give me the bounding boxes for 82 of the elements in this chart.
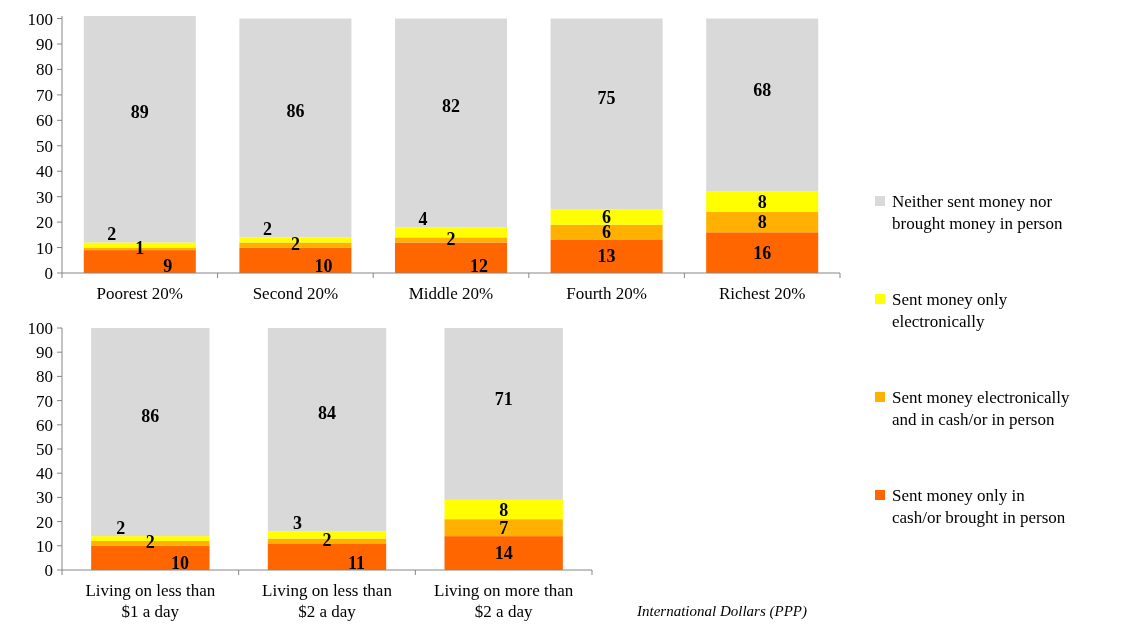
bar [239,18,352,238]
data-label: 10 [170,553,189,573]
bar [444,536,563,570]
bar [550,18,663,210]
data-label: 9 [163,256,173,276]
data-label: 11 [348,553,366,573]
y-tick-label: 80 [36,60,53,80]
data-label: 7 [499,517,509,538]
data-label: 2 [290,234,300,255]
bar [83,16,196,243]
bar [706,232,819,273]
y-tick-label: 60 [36,415,53,435]
y-tick-label: 20 [36,213,53,233]
legend-label: Sent money only in cash/or brought in person [892,486,1066,527]
y-tick-label: 10 [36,536,53,556]
y-tick-label: 60 [36,111,53,131]
y-tick-label: 50 [36,136,53,156]
y-tick-label: 80 [36,367,53,387]
y-tick-label: 70 [36,85,53,105]
data-label: 8 [757,191,767,212]
data-label: 86 [286,101,305,122]
bar [267,328,387,532]
y-tick-label: 40 [36,162,53,182]
data-label: 84 [318,403,336,424]
data-label: 2 [116,518,126,539]
data-label: 2 [446,228,456,249]
bar [706,18,819,192]
data-label: 2 [262,219,272,240]
y-tick-label: 10 [36,238,53,258]
data-label: 2 [107,224,117,245]
bar [444,519,563,537]
y-tick-label: 30 [36,488,53,508]
x-tick-label: Living on less than $2 a day [262,581,393,621]
bar [444,328,563,500]
bar [550,239,663,273]
legend-label: Sent money electronically and in cash/or in person [892,388,1070,429]
data-label: 8 [757,212,767,233]
legend-label: Neither sent money nor brought money in person [892,192,1063,233]
data-label: 75 [597,88,616,109]
data-label: 2 [145,532,155,553]
y-tick-label: 90 [36,34,53,54]
y-tick-label: 100 [27,319,53,338]
data-label: 12 [470,256,489,276]
data-label: 16 [753,242,772,263]
y-tick-label: 50 [36,440,53,459]
data-label: 13 [597,246,616,267]
data-label: 2 [322,529,332,550]
data-label: 89 [130,101,149,122]
bar [550,209,663,225]
y-tick-label: 0 [44,264,53,283]
bar [91,328,210,537]
bar [706,191,819,212]
data-label: 1 [135,237,145,258]
legend-label: Sent money only electronically [892,290,1008,331]
bar [394,18,508,228]
y-tick-label: 0 [44,561,53,580]
y-tick-label: 90 [36,343,53,363]
data-label: 82 [442,96,460,117]
x-tick-label: Middle 20% [408,284,494,303]
bar [706,211,819,233]
x-tick-label: Living on less than $1 a day [85,581,216,621]
x-tick-label: Fourth 20% [566,284,647,303]
x-tick-label: Richest 20% [719,284,806,303]
data-label: 68 [753,80,772,101]
data-label: 71 [494,389,513,410]
x-tick-label: Second 20% [252,284,339,303]
x-tick-label: Living on more than $2 a day [434,581,574,621]
data-label: 3 [292,513,302,534]
text: International Dollars (PPP) [636,603,807,620]
y-tick-label: 100 [27,9,53,29]
y-tick-label: 40 [36,464,53,484]
bar [444,499,563,520]
data-label: 10 [314,256,333,276]
y-tick-label: 20 [36,512,53,532]
y-tick-label: 70 [36,391,53,411]
x-tick-label: Poorest 20% [96,284,184,303]
data-label: 14 [494,543,513,564]
data-label: 8 [499,499,509,520]
bar [550,224,663,240]
data-label: 86 [141,405,160,426]
y-tick-label: 30 [36,187,53,207]
data-label: 4 [418,209,428,230]
